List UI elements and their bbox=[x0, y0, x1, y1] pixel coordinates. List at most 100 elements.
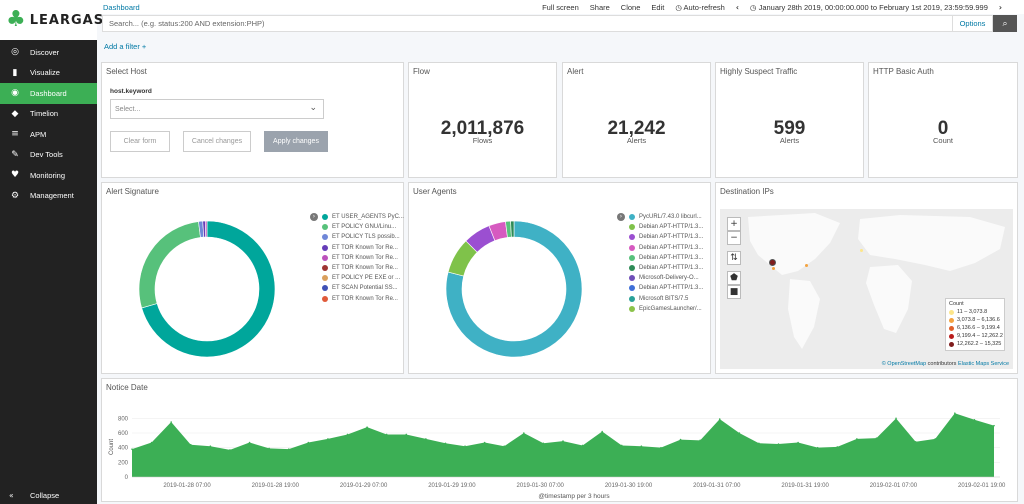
map-marker[interactable] bbox=[805, 264, 808, 267]
legend-toggle-icon[interactable]: › bbox=[617, 213, 625, 221]
legend-item[interactable]: Debian APT-HTTP/1.3... bbox=[629, 283, 703, 293]
legend-item[interactable]: ET TOR Known Tor Re... bbox=[322, 294, 404, 304]
area-series[interactable] bbox=[132, 413, 994, 477]
sidebar-item-visualize[interactable]: ▮ Visualize bbox=[0, 63, 97, 84]
sidebar-item-monitoring[interactable]: ♥ Monitoring bbox=[0, 165, 97, 186]
data-point[interactable] bbox=[581, 444, 584, 447]
data-point[interactable] bbox=[189, 443, 192, 446]
donut-slice-1[interactable] bbox=[138, 221, 201, 309]
data-point[interactable] bbox=[131, 448, 133, 450]
zoom-in-button[interactable]: + bbox=[727, 217, 741, 231]
legend-item[interactable]: ET SCAN Potential SS... bbox=[322, 283, 404, 293]
legend-item[interactable]: 3,073.8 – 6,136.6 bbox=[949, 316, 1001, 324]
data-point[interactable] bbox=[718, 418, 721, 420]
notice-date-chart[interactable]: Count @timestamp per 3 hours 0 200 400 600 8… bbox=[102, 379, 1017, 501]
data-point[interactable] bbox=[287, 448, 290, 450]
data-point[interactable] bbox=[405, 433, 408, 436]
data-point[interactable] bbox=[346, 433, 349, 436]
clear-form-button[interactable]: Clear form bbox=[110, 131, 170, 152]
breadcrumb[interactable]: Dashboard bbox=[103, 2, 140, 12]
next-range-button[interactable]: › bbox=[998, 3, 1002, 12]
data-point[interactable] bbox=[209, 445, 212, 447]
legend-item[interactable]: Debian APT-HTTP/1.3... bbox=[629, 243, 703, 253]
map-marker[interactable] bbox=[769, 259, 776, 266]
sidebar-item-timelion[interactable]: ◆ Timelion bbox=[0, 104, 97, 125]
prev-range-button[interactable]: ‹ bbox=[735, 3, 739, 12]
data-point[interactable] bbox=[660, 446, 662, 449]
apply-changes-button[interactable]: Apply changes bbox=[264, 131, 328, 152]
osm-link[interactable]: © OpenStreetMap bbox=[881, 361, 927, 367]
data-point[interactable] bbox=[307, 441, 310, 444]
data-point[interactable] bbox=[444, 442, 447, 445]
legend-item[interactable]: Debian APT-HTTP/1.3... bbox=[629, 222, 703, 232]
world-map[interactable]: + − ⇅ ⬟ ■ Count 11 – 3,073.8 3,073.8 – 6,… bbox=[720, 209, 1013, 369]
search-button[interactable]: ⌕ bbox=[993, 15, 1017, 32]
data-point[interactable] bbox=[640, 445, 643, 447]
data-point[interactable] bbox=[542, 442, 545, 445]
data-point[interactable] bbox=[425, 438, 427, 440]
data-point[interactable] bbox=[856, 438, 858, 440]
alert-signature-donut[interactable] bbox=[132, 214, 282, 364]
data-point[interactable] bbox=[699, 439, 701, 442]
sidebar-item-dev-tools[interactable]: ✎ Dev Tools bbox=[0, 145, 97, 166]
legend-item[interactable]: 11 – 3,073.8 bbox=[949, 308, 1001, 316]
legend-item[interactable]: Microsoft-Delivery-O... bbox=[629, 273, 703, 283]
sidebar-item-dashboard[interactable]: ◉ Dashboard bbox=[0, 83, 97, 104]
data-point[interactable] bbox=[464, 445, 466, 447]
legend-item[interactable]: 12,262.2 – 15,325 bbox=[949, 340, 1001, 348]
data-point[interactable] bbox=[895, 417, 897, 420]
data-point[interactable] bbox=[229, 449, 231, 451]
data-point[interactable] bbox=[777, 443, 780, 445]
search-input[interactable]: Search... (e.g. status:200 AND extension… bbox=[102, 15, 953, 32]
data-point[interactable] bbox=[327, 438, 329, 440]
sidebar-item-discover[interactable]: ◎ Discover bbox=[0, 42, 97, 63]
sidebar-item-apm[interactable]: ≡ APM bbox=[0, 124, 97, 145]
data-point[interactable] bbox=[934, 438, 937, 440]
full-screen-button[interactable]: Full screen bbox=[542, 3, 579, 12]
data-point[interactable] bbox=[875, 437, 878, 439]
legend-item[interactable]: ET USER_AGENTS PyC... bbox=[322, 212, 404, 222]
user-agents-donut[interactable] bbox=[439, 214, 589, 364]
data-point[interactable] bbox=[483, 441, 486, 444]
data-point[interactable] bbox=[914, 441, 917, 443]
share-button[interactable]: Share bbox=[589, 3, 610, 12]
legend-toggle-icon[interactable]: › bbox=[310, 213, 318, 221]
data-point[interactable] bbox=[836, 446, 839, 448]
legend-item[interactable]: Debian APT-HTTP/1.3... bbox=[629, 253, 703, 263]
legend-item[interactable]: ET POLICY GNU/Linu... bbox=[322, 222, 404, 232]
legend-item[interactable]: ET TOR Known Tor Re... bbox=[322, 263, 404, 273]
data-point[interactable] bbox=[503, 445, 506, 447]
sidebar-item-management[interactable]: ⚙ Management bbox=[0, 186, 97, 207]
data-point[interactable] bbox=[268, 447, 270, 450]
collapse-button[interactable]: « Collapse bbox=[9, 491, 59, 500]
data-point[interactable] bbox=[385, 433, 388, 436]
options-button[interactable]: Options bbox=[953, 15, 993, 32]
fit-bounds-icon[interactable]: ⇅ bbox=[727, 251, 741, 265]
rectangle-tool-icon[interactable]: ■ bbox=[727, 285, 741, 299]
data-point[interactable] bbox=[601, 430, 603, 433]
data-point[interactable] bbox=[973, 419, 976, 421]
legend-item[interactable]: ET POLICY TLS possib... bbox=[322, 232, 404, 242]
data-point[interactable] bbox=[816, 446, 819, 449]
add-filter-link[interactable]: Add a filter + bbox=[104, 42, 147, 51]
donut-slice-0[interactable] bbox=[445, 220, 583, 358]
cancel-changes-button[interactable]: Cancel changes bbox=[183, 131, 251, 152]
ems-link[interactable]: Elastic Maps Service bbox=[957, 361, 1009, 367]
data-point[interactable] bbox=[797, 441, 799, 444]
legend-item[interactable]: ET TOR Known Tor Re... bbox=[322, 243, 404, 253]
donut-slice-5[interactable] bbox=[510, 220, 515, 238]
data-point[interactable] bbox=[758, 442, 760, 445]
legend-item[interactable]: ET TOR Known Tor Re... bbox=[322, 253, 404, 263]
map-marker[interactable] bbox=[772, 267, 775, 270]
legend-item[interactable]: ET POLICY PE EXE or ... bbox=[322, 273, 404, 283]
legend-item[interactable]: Debian APT-HTTP/1.3... bbox=[629, 263, 703, 273]
data-point[interactable] bbox=[954, 412, 956, 414]
time-range-picker[interactable]: ◷ January 28th 2019, 00:00:00.000 to Feb… bbox=[750, 3, 988, 12]
data-point[interactable] bbox=[366, 426, 368, 428]
legend-item[interactable]: PycURL/7.43.0 libcurl... bbox=[629, 212, 703, 222]
data-point[interactable] bbox=[562, 440, 564, 442]
legend-item[interactable]: EpicGamesLauncher/... bbox=[629, 304, 703, 314]
map-marker[interactable] bbox=[860, 249, 863, 252]
data-point[interactable] bbox=[248, 441, 251, 444]
donut-slice-0[interactable] bbox=[141, 220, 276, 358]
